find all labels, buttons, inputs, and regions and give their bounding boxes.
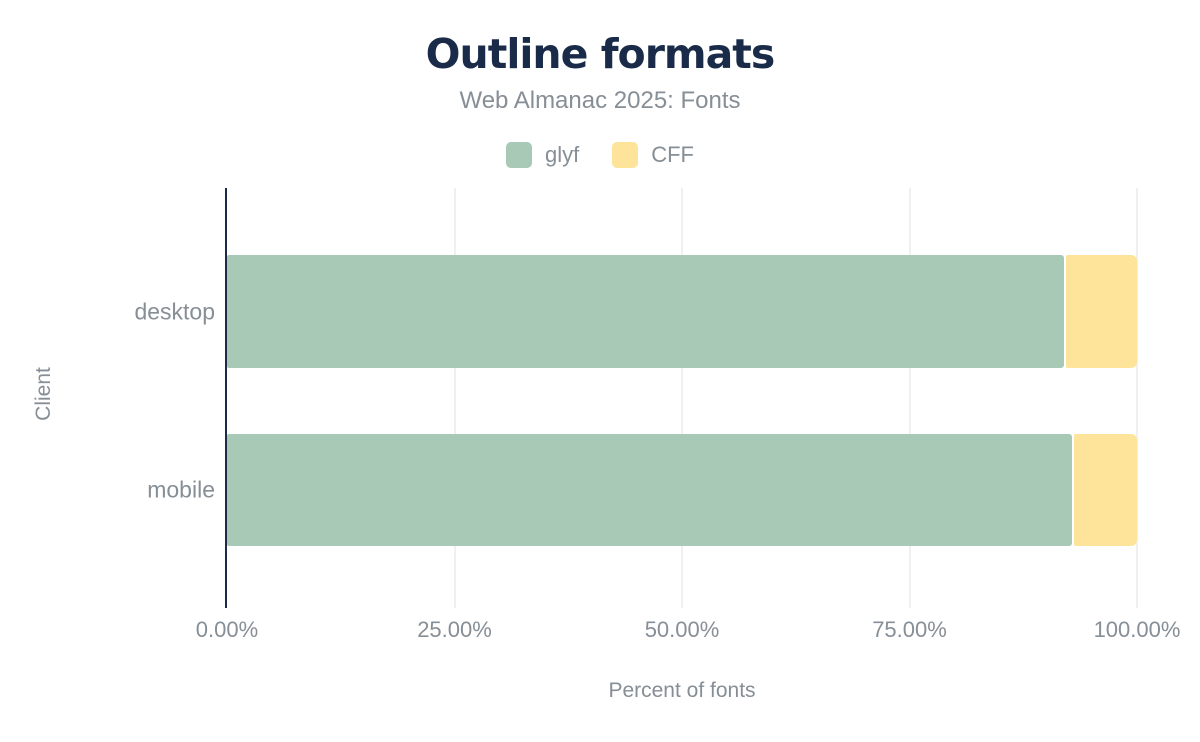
legend-item-glyf[interactable]: glyf [505,142,580,168]
y-axis-line [225,188,227,608]
legend-item-cff[interactable]: CFF [612,142,694,168]
gridline-50.00% [681,188,683,608]
x-axis-title: Percent of fonts [608,679,756,702]
legend-label-glyf: glyf [544,142,580,167]
bar-segment-glyf-desktop[interactable] [227,255,1065,368]
chart-subtitle: Web Almanac 2025: Fonts [459,87,741,114]
legend: glyf CFF [0,142,1200,168]
bar-segment-cff-mobile[interactable] [1072,434,1137,546]
plot-area [225,188,1138,608]
category-label-desktop: desktop [134,298,215,324]
chart-title: Outline formats [425,30,776,78]
gridline-25.00% [453,188,456,608]
y-axis-title: Client [32,367,55,421]
legend-swatch-cff [612,142,639,168]
category-label-mobile: mobile [147,476,215,503]
legend-swatch-glyf [505,142,532,168]
x-tick-label-75.00%: 75.00% [872,617,947,642]
x-tick-label-100.00%: 100.00% [1093,617,1181,642]
gridline-100.00% [1136,188,1138,608]
x-tick-label-50.00%: 50.00% [644,617,720,642]
bar-row-mobile [227,434,1137,546]
x-tick-label-0.00%: 0.00% [195,617,259,642]
bar-row-desktop [227,255,1137,368]
x-tick-label-25.00%: 25.00% [417,617,492,642]
legend-label-cff: CFF [651,142,694,167]
bar-segment-glyf-mobile[interactable] [227,434,1073,546]
bar-segment-cff-desktop[interactable] [1064,255,1137,368]
gridline-75.00% [908,188,911,608]
